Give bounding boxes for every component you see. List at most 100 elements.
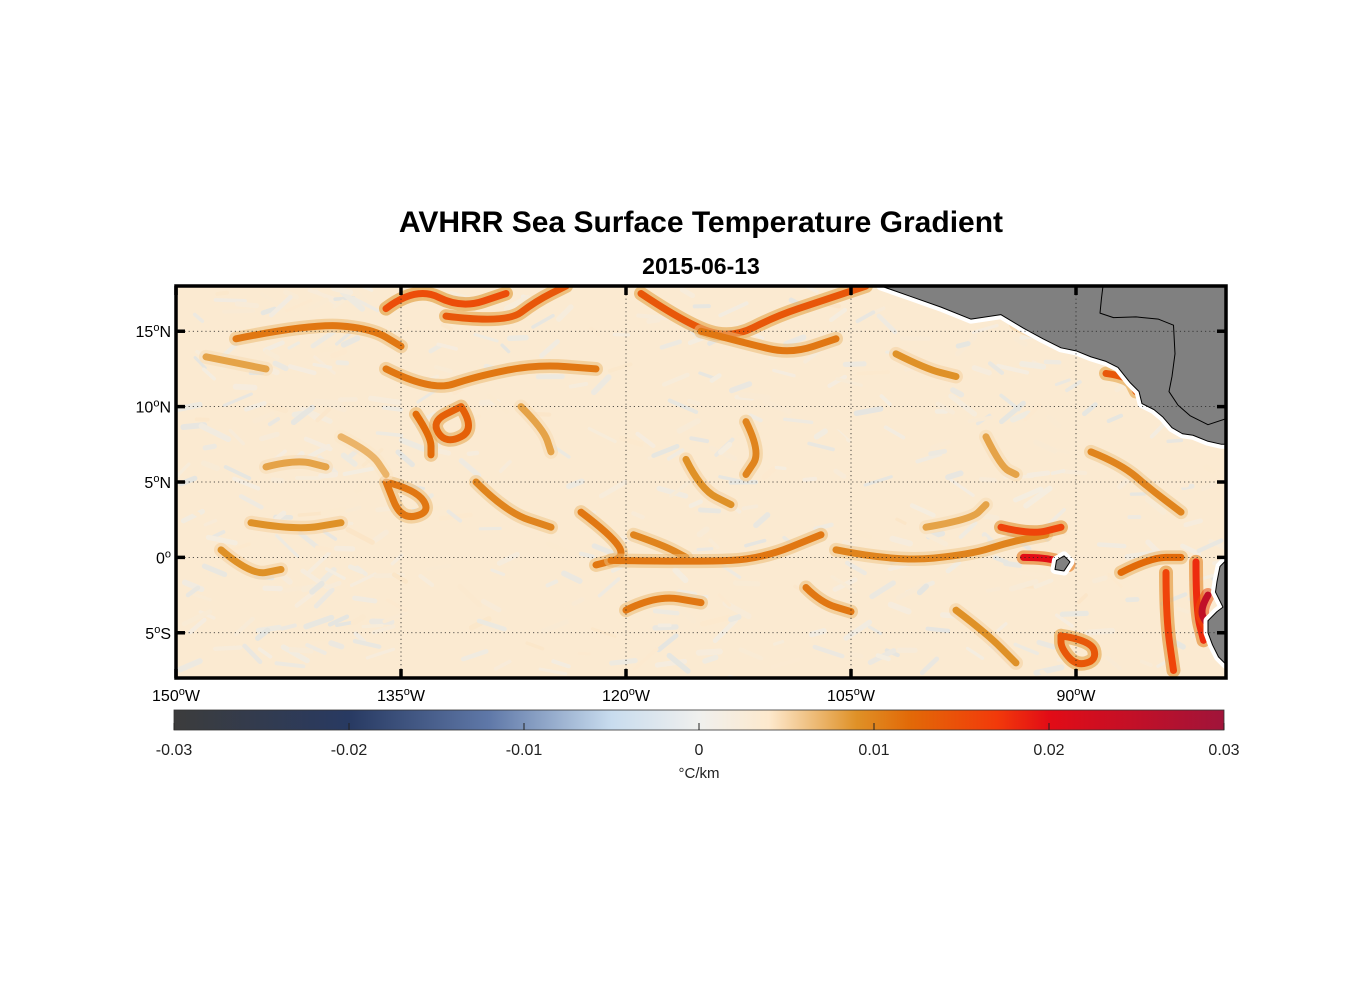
gradient-front — [202, 353, 270, 373]
texture-streak — [813, 522, 834, 531]
land-polygon — [1207, 559, 1226, 665]
texture-streak — [728, 614, 742, 623]
texture-streak — [738, 647, 764, 661]
texture-streak — [928, 448, 948, 457]
texture-streak — [290, 404, 316, 426]
texture-streak — [352, 638, 382, 649]
texture-streak — [1176, 606, 1190, 614]
texture-streak — [333, 545, 356, 552]
texture-streak — [398, 437, 427, 452]
texture-streak — [332, 299, 345, 309]
gradient-front — [382, 362, 600, 390]
texture-streak — [919, 656, 940, 676]
texture-streak — [646, 317, 661, 324]
texture-streak — [188, 617, 207, 635]
texture-streak — [476, 618, 507, 632]
gradient-front — [432, 403, 472, 444]
texture-streak — [853, 406, 884, 417]
texture-streak — [1009, 579, 1039, 592]
texture-streak — [290, 401, 304, 408]
texture-streak — [305, 643, 327, 655]
texture-streak — [213, 645, 243, 651]
texture-streak — [655, 372, 674, 379]
texture-streak — [761, 466, 777, 480]
texture-streak — [895, 517, 907, 525]
texture-streak — [971, 323, 999, 334]
texture-streak — [712, 617, 739, 644]
texture-streak — [385, 598, 408, 613]
texture-streak — [651, 443, 680, 458]
texture-streak — [181, 609, 213, 627]
texture-streak — [741, 504, 759, 511]
texture-streak — [395, 449, 415, 468]
latitude-label: 5oS — [145, 624, 171, 643]
texture-streak — [856, 370, 891, 376]
texture-streak — [1114, 382, 1127, 393]
texture-streak — [280, 623, 297, 631]
texture-streak — [264, 349, 280, 361]
texture-streak — [458, 457, 482, 479]
gradient-fronts — [199, 286, 1215, 678]
texture-streak — [176, 462, 191, 479]
gradient-front — [922, 501, 990, 531]
texture-streak — [652, 608, 680, 616]
land-polygon — [1054, 555, 1071, 572]
texture-streak — [883, 425, 906, 440]
texture-streak — [481, 598, 502, 613]
texture-streak — [294, 590, 316, 608]
texture-streak — [718, 475, 745, 484]
texture-streak — [666, 652, 691, 674]
texture-streak — [303, 436, 333, 452]
land-polygon — [880, 286, 1226, 445]
texture-streak — [697, 507, 722, 514]
texture-streak — [351, 296, 380, 313]
texture-streak — [1016, 570, 1046, 578]
texture-streak — [368, 395, 402, 406]
texture-streak — [320, 506, 347, 516]
texture-streak — [1013, 642, 1039, 656]
texture-streak — [327, 614, 350, 627]
texture-streak — [1183, 518, 1203, 528]
latitude-label: 10oN — [136, 398, 171, 417]
texture-streak — [329, 348, 348, 359]
texture-streak — [632, 647, 659, 671]
longitude-labels: 150oW 135oW 120oW 105oW 90oW — [152, 686, 1096, 705]
texture-streak — [843, 619, 873, 641]
texture-streak — [587, 426, 617, 444]
texture-streak — [699, 614, 732, 627]
texture-streak — [325, 580, 342, 590]
texture-streak — [889, 535, 913, 547]
texture-streak — [1180, 543, 1202, 557]
gradient-front — [742, 418, 760, 478]
texture-streak — [808, 628, 827, 638]
texture-streak — [313, 398, 343, 407]
gradient-front — [637, 286, 870, 338]
texture-streak — [702, 654, 719, 664]
texture-streak — [335, 360, 350, 366]
texture-streak — [348, 286, 373, 309]
texture-streak — [717, 593, 732, 607]
texture-streak — [924, 532, 949, 547]
texture-streak — [1065, 380, 1082, 393]
texture-streak — [506, 334, 529, 342]
texture-streak — [238, 494, 264, 510]
texture-streak — [925, 626, 951, 633]
gradient-front — [217, 546, 285, 577]
texture-streak — [428, 343, 443, 354]
texture-streak — [689, 436, 710, 444]
gradient-front — [952, 606, 1020, 667]
texture-streak — [327, 511, 352, 518]
texture-streak — [318, 471, 339, 479]
texture-streak — [833, 468, 847, 479]
texture-streak — [1166, 438, 1184, 444]
texture-streak — [783, 417, 814, 425]
land-polygon — [1099, 286, 1226, 426]
texture-streak — [347, 564, 364, 574]
texture-streak — [426, 563, 452, 571]
texture-streak — [829, 307, 848, 322]
texture-streak — [1107, 573, 1123, 589]
texture-streak — [631, 511, 645, 520]
texture-streak — [588, 326, 601, 337]
texture-streak — [203, 518, 218, 527]
texture-streak — [965, 646, 985, 660]
